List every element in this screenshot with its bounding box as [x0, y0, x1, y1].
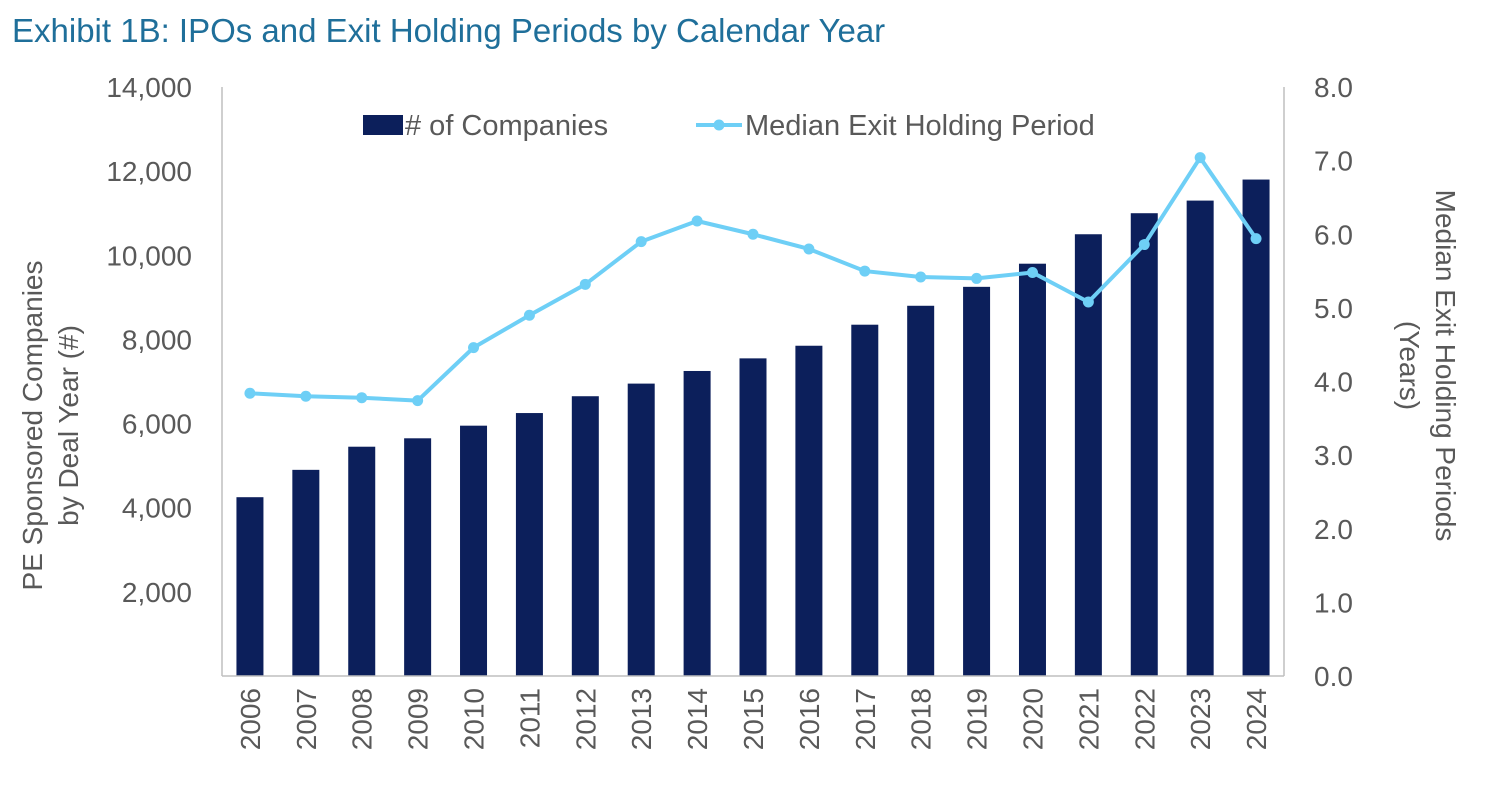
- legend-line-marker: [713, 119, 725, 131]
- bar-2013: [627, 383, 655, 676]
- line-point-2022: [1138, 239, 1150, 251]
- bar-2012: [571, 396, 599, 676]
- bar-2023: [1186, 200, 1214, 677]
- left-tick-label: 4,000: [122, 493, 192, 524]
- x-tick-label: 2020: [1017, 688, 1048, 750]
- x-tick-label: 2023: [1185, 688, 1216, 750]
- bar-2014: [683, 370, 711, 676]
- right-tick-label: 7.0: [1314, 146, 1353, 177]
- bar-2020: [1018, 263, 1046, 676]
- line-point-2023: [1194, 152, 1206, 164]
- right-tick-label: 8.0: [1314, 72, 1353, 103]
- right-tick-label: 4.0: [1314, 367, 1353, 398]
- line-point-2021: [1082, 296, 1094, 308]
- axes-layer: [221, 87, 1285, 677]
- line-point-2006: [244, 387, 256, 399]
- legend-bar-swatch: [363, 115, 403, 135]
- line-point-2019: [971, 272, 983, 284]
- line-point-2008: [356, 392, 368, 404]
- x-tick-label: 2007: [291, 688, 322, 750]
- bar-2019: [963, 286, 991, 676]
- bar-2011: [515, 413, 543, 676]
- x-tick-label: 2011: [514, 688, 545, 748]
- right-tick-label: 3.0: [1314, 440, 1353, 471]
- right-tick-label: 0.0: [1314, 661, 1353, 692]
- bar-2007: [292, 469, 320, 676]
- labels-layer: 2,000 4,000 6,000 8,000 10,000 12,000 14,000 0.…: [17, 72, 1461, 750]
- right-tick-label: 5.0: [1314, 293, 1353, 324]
- x-tick-label: 2022: [1129, 688, 1160, 750]
- x-tick-label: 2024: [1241, 688, 1272, 750]
- chart-title: Exhibit 1B: IPOs and Exit Holding Period…: [12, 12, 886, 49]
- bar-2017: [851, 324, 879, 676]
- x-tick-label: 2016: [794, 688, 825, 750]
- y-right-axis-title: Median Exit Holding Periods(Years): [1394, 190, 1461, 542]
- x-tick-label: 2014: [682, 688, 713, 750]
- left-tick-label: 14,000: [106, 72, 192, 103]
- x-tick-label: 2006: [235, 688, 266, 750]
- line-point-2014: [691, 215, 703, 227]
- x-tick-label: 2015: [738, 688, 769, 750]
- right-tick-label: 1.0: [1314, 587, 1353, 618]
- right-tick-label: 2.0: [1314, 514, 1353, 545]
- left-tick-label: 8,000: [122, 324, 192, 355]
- bar-2016: [795, 345, 823, 676]
- bar-2024: [1242, 179, 1270, 677]
- bar-2006: [236, 497, 264, 676]
- bar-2010: [460, 425, 488, 676]
- bar-2009: [404, 438, 432, 676]
- bar-2018: [907, 305, 935, 676]
- x-tick-label: 2008: [347, 688, 378, 750]
- x-tick-label: 2017: [850, 688, 881, 750]
- x-tick-label: 2012: [570, 688, 601, 750]
- x-tick-label: 2013: [626, 688, 657, 750]
- line-point-2010: [468, 342, 480, 354]
- line-point-2018: [915, 271, 927, 283]
- legend: # of Companies Median Exit Holding Period: [363, 110, 1095, 142]
- y-left-axis-title: PE Sponsored Companies by Deal Year (#): [17, 261, 84, 591]
- x-tick-label: 2018: [906, 688, 937, 750]
- left-tick-label: 2,000: [122, 577, 192, 608]
- line-point-2020: [1026, 267, 1038, 279]
- line-layer: [244, 152, 1262, 407]
- line-point-2015: [747, 228, 759, 240]
- line-point-2016: [803, 243, 815, 255]
- line-point-2024: [1250, 233, 1262, 245]
- line-point-2013: [635, 236, 647, 248]
- left-tick-label: 6,000: [122, 409, 192, 440]
- left-tick-label: 12,000: [106, 156, 192, 187]
- x-tick-label: 2009: [403, 688, 434, 750]
- bar-2008: [348, 446, 376, 676]
- line-point-2017: [859, 265, 871, 277]
- legend-line-label: Median Exit Holding Period: [745, 110, 1095, 142]
- line-point-2011: [523, 309, 535, 321]
- bar-2021: [1074, 234, 1102, 676]
- bar-2015: [739, 358, 767, 676]
- left-tick-label: 10,000: [106, 240, 192, 271]
- legend-bar-label: # of Companies: [405, 110, 608, 142]
- x-tick-label: 2010: [459, 688, 490, 750]
- x-tick-label: 2021: [1073, 688, 1104, 750]
- line-point-2007: [300, 390, 312, 402]
- line-point-2012: [579, 278, 591, 290]
- bars-layer: [236, 179, 1270, 677]
- x-tick-label: 2019: [962, 688, 993, 750]
- line-point-2009: [412, 395, 424, 407]
- bar-2022: [1130, 213, 1158, 676]
- right-tick-label: 6.0: [1314, 219, 1353, 250]
